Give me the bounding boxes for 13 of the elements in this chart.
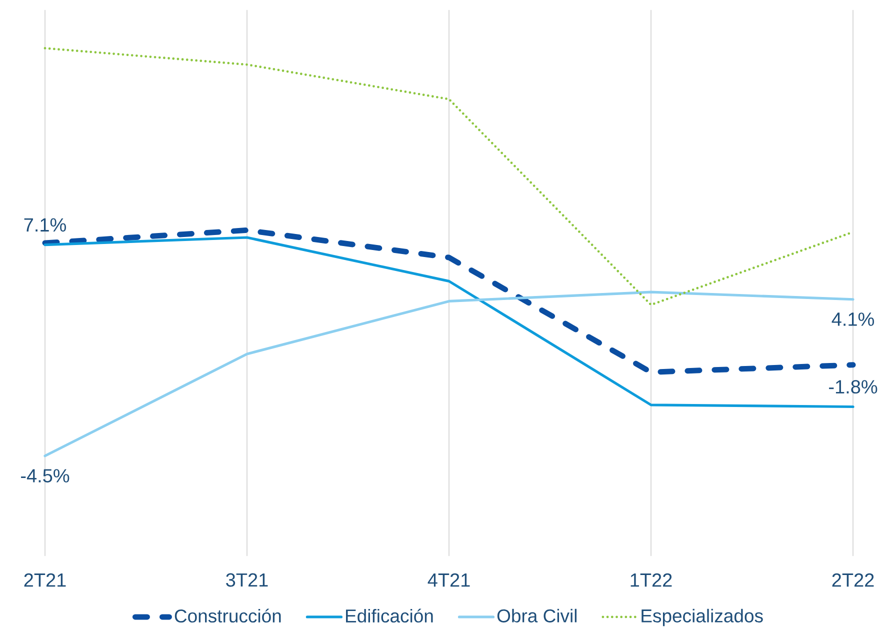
data-label: -4.5% — [21, 469, 70, 482]
legend-label: Especializados — [642, 608, 763, 626]
x-tick-label: 2T22 — [832, 573, 874, 587]
legend-label: Edificación — [346, 608, 433, 623]
legend-label: Construcción — [174, 608, 281, 623]
x-tick-label: 4T21 — [428, 573, 470, 587]
x-tick-label: 1T22 — [630, 573, 672, 587]
data-label: 7.1% — [24, 218, 66, 232]
x-tick-label: 2T21 — [24, 573, 66, 587]
x-tick-label: 3T21 — [226, 573, 268, 587]
data-label: 4.1% — [832, 312, 874, 326]
data-label: -1.8% — [829, 380, 878, 394]
legend-label: Obra Civil — [497, 608, 576, 622]
